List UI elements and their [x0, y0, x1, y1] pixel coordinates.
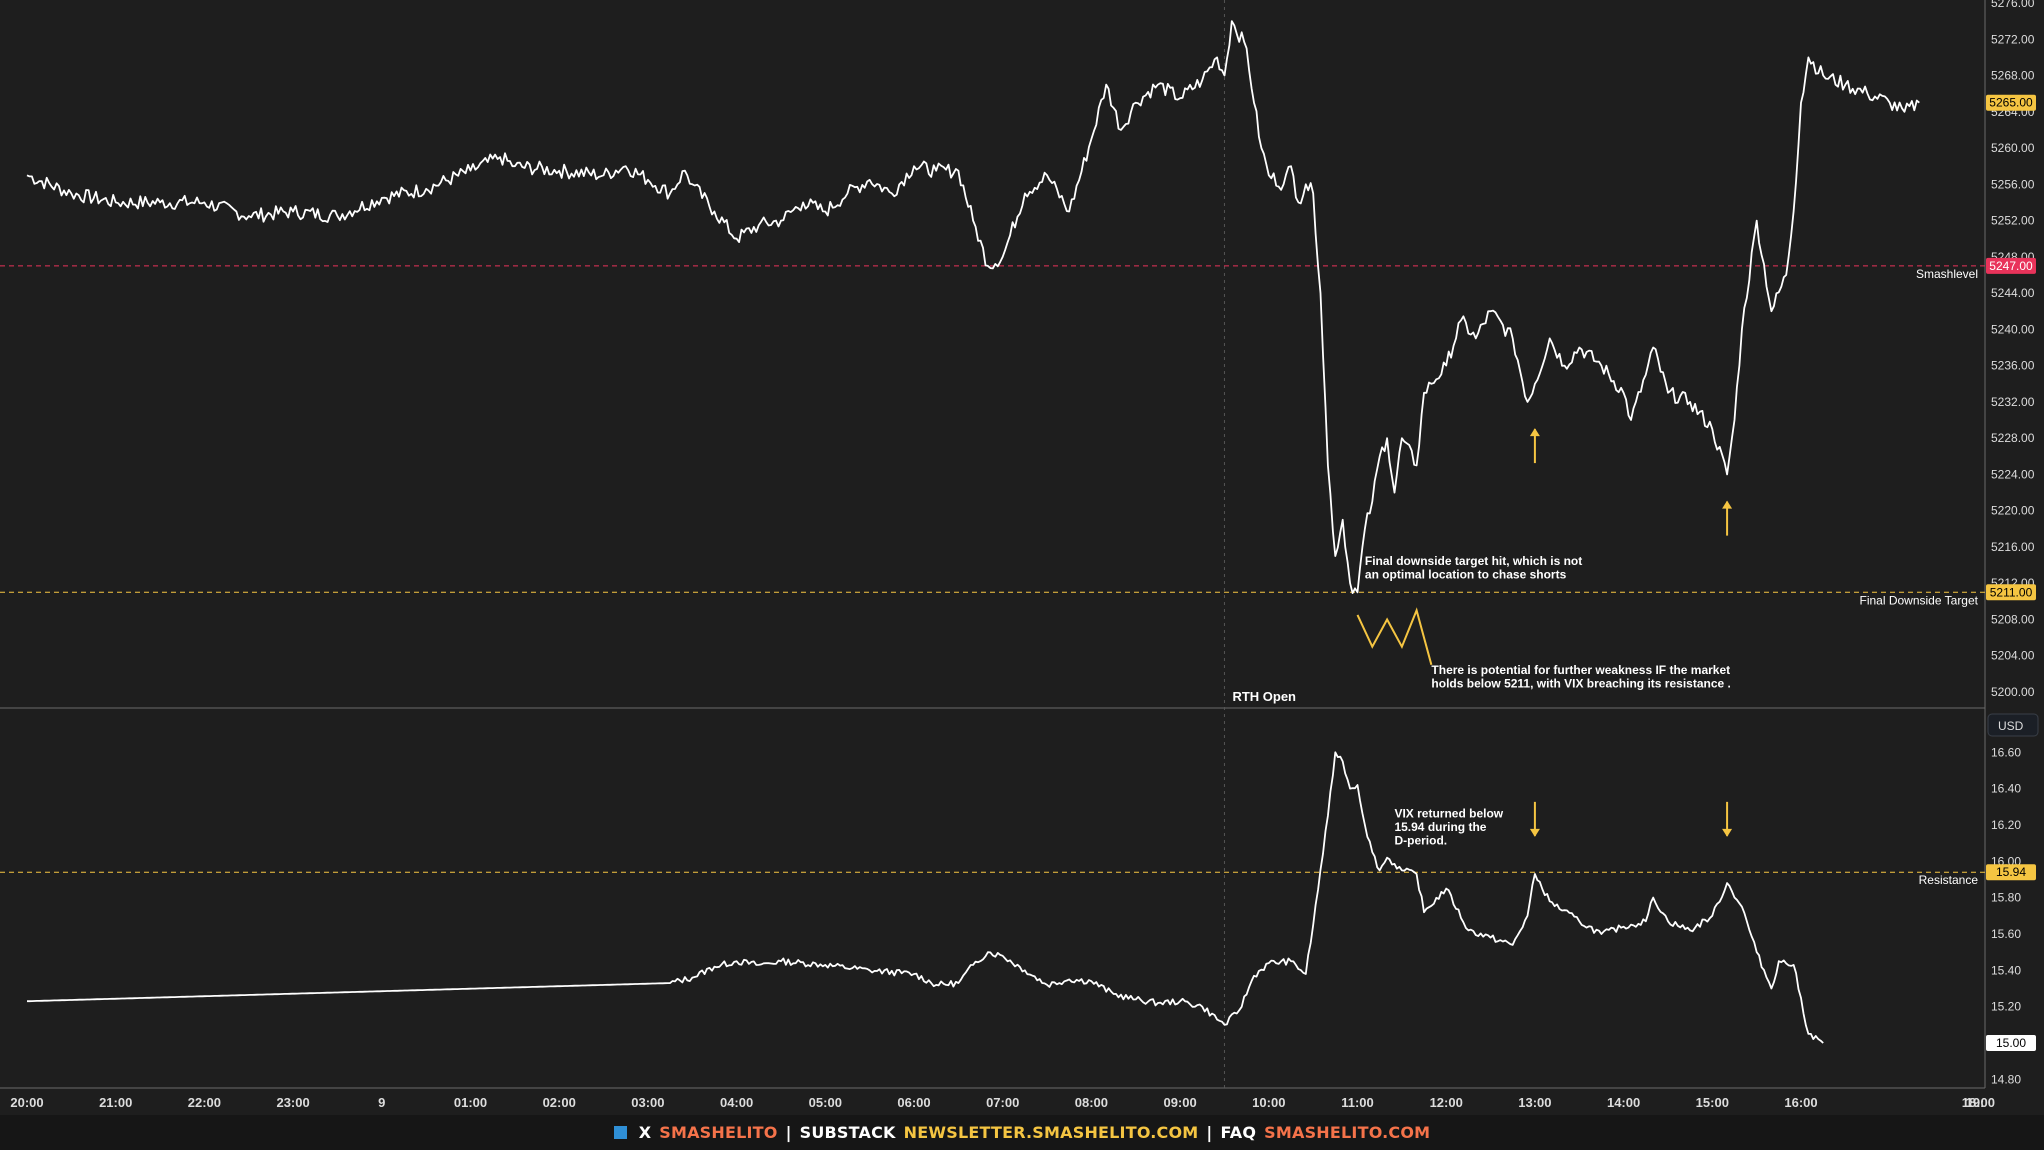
- price-series-line: [26, 20, 1920, 594]
- currency-badge[interactable]: [1987, 713, 2039, 737]
- y-tick-label: 15.20: [1991, 1000, 2021, 1014]
- y-tick-label: 5228.00: [1991, 431, 2035, 445]
- y-tick-label: 5216.00: [1991, 540, 2035, 554]
- up-arrow-head: [1529, 428, 1540, 437]
- y-tick-label: 16.60: [1991, 745, 2021, 759]
- y-tick-label: 5256.00: [1991, 177, 2035, 191]
- y-tick-label: 16.40: [1991, 782, 2021, 796]
- level-price-label: 5247.00: [1989, 259, 2033, 273]
- down-arrow-head: [1529, 828, 1540, 837]
- rth-open-label: RTH Open: [1232, 689, 1296, 704]
- x-tick-label: 19:: [1966, 1095, 1985, 1110]
- y-tick-label: 14.80: [1991, 1072, 2021, 1086]
- x-tick-label: 11:00: [1341, 1095, 1374, 1110]
- level-price-badge: [1986, 584, 2036, 601]
- up-arrow-head: [1722, 500, 1733, 509]
- projection-zigzag: [1356, 607, 1433, 666]
- x-tick-label: 16:00: [1784, 1095, 1817, 1110]
- y-tick-label: 5252.00: [1991, 214, 2035, 228]
- x-tick-label: 12:00: [1430, 1095, 1463, 1110]
- price-series-line: [27, 751, 1824, 1044]
- footer-separator: |: [1206, 1123, 1213, 1142]
- x-tick-label: 08:00: [1075, 1095, 1108, 1110]
- y-tick-label: 5268.00: [1991, 69, 2035, 83]
- chart-svg: RTH Open5276.005272.005268.005264.005260…: [0, 0, 2044, 1115]
- y-tick-label: 5200.00: [1991, 685, 2035, 699]
- last-price-label: 5265.00: [1989, 96, 2033, 110]
- y-tick-label: 5272.00: [1991, 32, 2035, 46]
- x-tick-label: 22:00: [188, 1095, 221, 1110]
- x-tick-label: 18:00: [1962, 1095, 1995, 1110]
- x-tick-label: 20:00: [10, 1095, 43, 1110]
- footer-x-label: X: [638, 1123, 652, 1142]
- last-price-badge: [1986, 94, 2036, 111]
- x-tick-label: 15:00: [1696, 1095, 1729, 1110]
- annotation-text: There is potential for further weakness …: [1431, 663, 1730, 677]
- chart-background: [0, 0, 2044, 1115]
- y-tick-label: 5240.00: [1991, 322, 2035, 336]
- last-price-badge: [1986, 1035, 2036, 1052]
- y-tick-label: 16.20: [1991, 818, 2021, 832]
- x-tick-label: 06:00: [897, 1095, 930, 1110]
- level-name-label: Resistance: [1919, 873, 1979, 887]
- x-tick-label: 03:00: [631, 1095, 664, 1110]
- annotation-text: Final downside target hit, which is not: [1365, 554, 1582, 568]
- y-tick-label: 5208.00: [1991, 612, 2035, 626]
- y-tick-label: 5236.00: [1991, 359, 2035, 373]
- x-tick-label: 23:00: [276, 1095, 309, 1110]
- y-tick-label: 5232.00: [1991, 395, 2035, 409]
- y-tick-label: 15.80: [1991, 891, 2021, 905]
- footer-faq-label: FAQ: [1220, 1123, 1257, 1142]
- x-tick-label: 14:00: [1607, 1095, 1640, 1110]
- footer-bar: X SMASHELITO | SUBSTACK NEWSLETTER.SMASH…: [0, 1115, 2044, 1150]
- x-tick-label: 9: [378, 1095, 385, 1110]
- x-tick-label: 02:00: [543, 1095, 576, 1110]
- level-price-label: 15.94: [1996, 865, 2026, 879]
- footer-faq-url[interactable]: SMASHELITO.COM: [1264, 1123, 1431, 1142]
- annotation-text: D-period.: [1394, 834, 1447, 848]
- annotation-text: holds below 5211, with VIX breaching its…: [1431, 676, 1730, 690]
- level-name-label: Final Downside Target: [1859, 593, 1978, 607]
- y-tick-label: 5244.00: [1991, 286, 2035, 300]
- level-price-badge: [1986, 864, 2036, 881]
- currency-badge-label: USD: [1998, 719, 2024, 733]
- y-tick-label: 15.40: [1991, 963, 2021, 977]
- y-tick-label: 15.60: [1991, 927, 2021, 941]
- x-tick-label: 01:00: [454, 1095, 487, 1110]
- footer-substack-label: SUBSTACK: [799, 1123, 896, 1142]
- x-tick-label: 07:00: [986, 1095, 1019, 1110]
- footer-substack-url[interactable]: NEWSLETTER.SMASHELITO.COM: [903, 1123, 1199, 1142]
- annotation-text: an optimal location to chase shorts: [1365, 568, 1567, 582]
- x-tick-label: 04:00: [720, 1095, 753, 1110]
- last-price-label: 15.00: [1996, 1036, 2026, 1050]
- x-tick-label: 05:00: [809, 1095, 842, 1110]
- y-tick-label: 5276.00: [1991, 0, 2035, 10]
- y-tick-label: 5204.00: [1991, 649, 2035, 663]
- level-price-label: 5211.00: [1990, 585, 2033, 599]
- footer-square-icon: [613, 1126, 627, 1139]
- annotation-text: 15.94 during the: [1394, 820, 1486, 834]
- x-tick-label: 21:00: [99, 1095, 132, 1110]
- y-tick-label: 5220.00: [1991, 504, 2035, 518]
- y-tick-label: 5260.00: [1991, 141, 2035, 155]
- down-arrow-head: [1722, 828, 1733, 837]
- level-name-label: Smashlevel: [1916, 267, 1978, 281]
- level-price-badge: [1986, 257, 2036, 274]
- annotation-text: VIX returned below: [1394, 807, 1503, 821]
- x-tick-label: 10:00: [1252, 1095, 1285, 1110]
- y-tick-label: 5224.00: [1991, 467, 2035, 481]
- x-tick-label: 13:00: [1518, 1095, 1551, 1110]
- footer-x-handle[interactable]: SMASHELITO: [659, 1123, 778, 1142]
- footer-separator: |: [785, 1123, 792, 1142]
- x-tick-label: 09:00: [1163, 1095, 1196, 1110]
